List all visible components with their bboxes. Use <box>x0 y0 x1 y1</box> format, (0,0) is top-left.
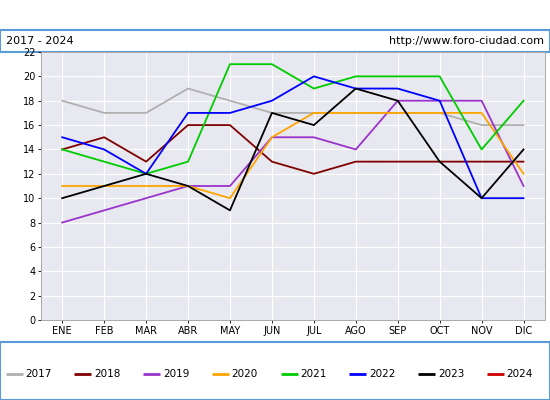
Text: http://www.foro-ciudad.com: http://www.foro-ciudad.com <box>389 36 544 46</box>
Text: 2021: 2021 <box>300 369 327 379</box>
Text: Evolucion del paro registrado en Alcoleja: Evolucion del paro registrado en Alcolej… <box>133 8 417 22</box>
Text: 2017 - 2024: 2017 - 2024 <box>6 36 73 46</box>
Text: 2024: 2024 <box>507 369 533 379</box>
Text: 2022: 2022 <box>369 369 395 379</box>
Text: 2019: 2019 <box>163 369 189 379</box>
Text: 2020: 2020 <box>232 369 258 379</box>
Text: 2017: 2017 <box>25 369 52 379</box>
Text: 2023: 2023 <box>438 369 464 379</box>
Text: 2018: 2018 <box>94 369 120 379</box>
